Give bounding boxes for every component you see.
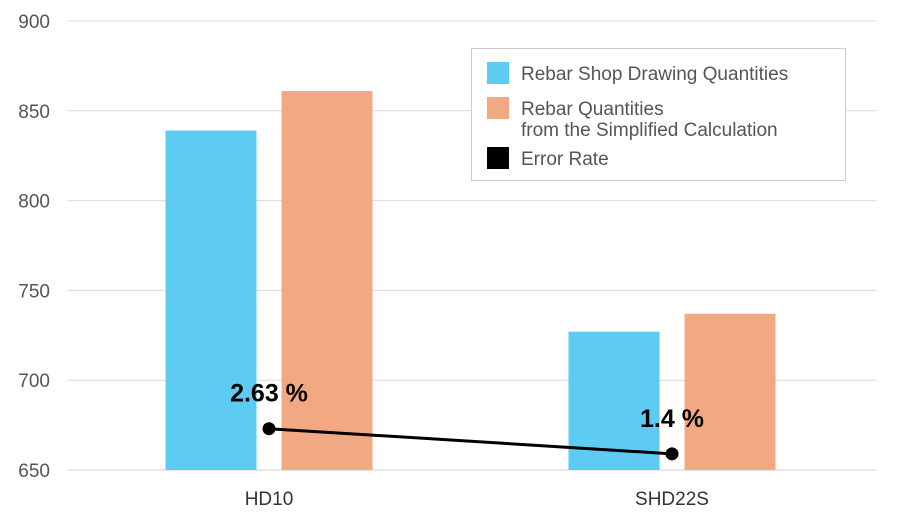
y-tick-label: 700 [18, 371, 50, 392]
y-tick-label: 750 [18, 281, 50, 302]
legend-box [471, 48, 846, 181]
error-rate-series: 2.63 % 1.4 % [230, 380, 704, 461]
error-rate-point [262, 422, 276, 436]
legend-swatch [487, 62, 509, 84]
x-axis-categories: HD10 SHD22S [245, 489, 709, 510]
error-rate-line [268, 427, 673, 456]
legend-label: Rebar Quantities from the Simplified Calc… [521, 99, 778, 141]
x-category-label: SHD22S [635, 489, 709, 510]
legend: Rebar Shop Drawing Quantities Rebar Quant… [471, 48, 846, 181]
bar [281, 91, 373, 470]
y-axis-ticks: 650 700 750 800 850 900 [18, 12, 50, 482]
y-tick-label: 800 [18, 192, 50, 213]
y-tick-label: 650 [18, 461, 50, 482]
x-category-label: HD10 [245, 489, 294, 510]
bar [165, 130, 257, 470]
legend-label: Rebar Shop Drawing Quantities [521, 64, 788, 85]
legend-label: Error Rate [521, 149, 609, 170]
y-tick-label: 900 [18, 12, 50, 33]
bar [684, 313, 776, 470]
legend-swatch [487, 97, 509, 119]
legend-swatch [487, 147, 509, 169]
error-rate-label: 2.63 % [230, 380, 308, 408]
error-rate-point [665, 447, 679, 461]
error-rate-label: 1.4 % [640, 405, 704, 433]
y-tick-label: 850 [18, 102, 50, 123]
